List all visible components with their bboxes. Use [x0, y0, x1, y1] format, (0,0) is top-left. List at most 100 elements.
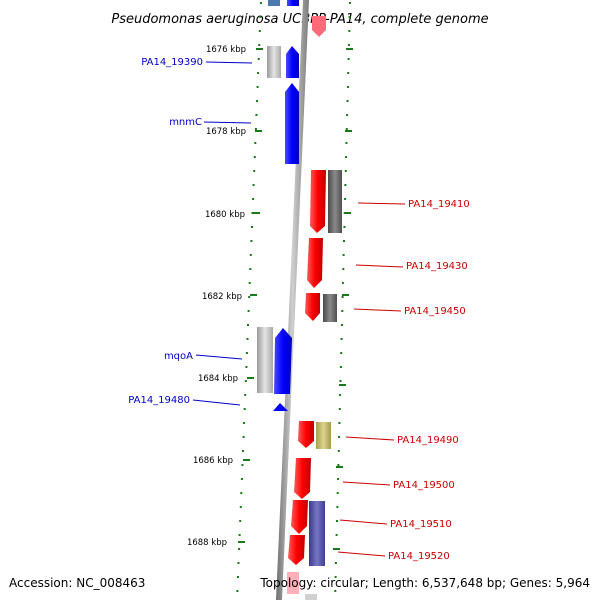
gene-arrow[interactable] — [294, 458, 311, 499]
gene-arrow[interactable] — [273, 403, 288, 411]
genome-title: Pseudomonas aeruginosa UCBPP-PA14, compl… — [111, 12, 488, 27]
ruler-dot — [246, 338, 249, 340]
ruler-dot — [247, 310, 250, 312]
gene-label-pa14-19390[interactable]: PA14_19390 — [141, 57, 203, 68]
ruler-tick — [256, 48, 263, 50]
gene-arrow[interactable] — [307, 238, 323, 288]
gene-label-mnmc[interactable]: mnmC — [169, 117, 202, 128]
ruler-dot — [243, 422, 246, 424]
gene-block — [316, 422, 331, 449]
ruler-dot — [346, 100, 349, 102]
label-leader — [192, 399, 241, 406]
ruler-dot — [250, 240, 253, 242]
ruler-dot — [338, 436, 341, 438]
ruler-dot — [251, 212, 254, 214]
ruler-dot — [252, 198, 255, 200]
gene-arrow[interactable] — [274, 328, 292, 394]
accession-text: Accession: NC_008463 — [9, 576, 145, 590]
gene-label-mqoa[interactable]: mqoA — [164, 351, 193, 362]
ruler-dot — [254, 128, 257, 130]
ruler-dot — [254, 142, 257, 144]
gene-label-pa14-19490[interactable]: PA14_19490 — [397, 435, 459, 446]
ruler-dot — [340, 324, 343, 326]
gene-label-pa14-19430[interactable]: PA14_19430 — [406, 261, 468, 272]
label-leader — [195, 354, 243, 360]
ruler-label: 1684 kbp — [198, 374, 238, 384]
ruler-dot — [251, 226, 253, 228]
ruler-dot — [242, 436, 245, 438]
gene-arrow[interactable] — [298, 421, 314, 448]
ruler-dot — [347, 44, 350, 46]
ruler-dot — [249, 268, 252, 270]
ruler-dot — [339, 380, 342, 382]
ruler-dot — [244, 394, 247, 396]
topology-text: Topology: circular; Length: 6,537,648 bp… — [259, 576, 590, 590]
ruler-tick — [345, 130, 352, 132]
gene-label-pa14-19410[interactable]: PA14_19410 — [408, 199, 470, 210]
ruler-dot — [343, 226, 346, 228]
ruler-dot — [237, 562, 240, 564]
ruler-dot — [345, 156, 348, 158]
gene-label-pa14-19520[interactable]: PA14_19520 — [388, 551, 450, 562]
ruler-dot — [237, 576, 239, 578]
gene-arrow[interactable] — [291, 500, 308, 534]
label-leader — [355, 264, 404, 268]
genome-backbone — [276, 0, 309, 600]
gene-arrow[interactable] — [310, 170, 326, 233]
ruler-dot — [338, 422, 341, 424]
ruler-dot — [344, 170, 347, 172]
ruler-tick — [250, 294, 257, 296]
ruler-tick — [243, 459, 250, 461]
ruler-dot — [337, 478, 340, 480]
ruler-dot — [258, 30, 261, 32]
ruler-dot — [245, 366, 248, 368]
ruler-dot — [336, 506, 339, 508]
label-leader — [205, 61, 253, 64]
ruler-tick — [342, 294, 349, 296]
ruler-dot — [334, 590, 337, 592]
ruler-dot — [340, 352, 343, 354]
ruler-tick — [255, 130, 262, 132]
ruler-dot — [335, 534, 338, 536]
gene-arrow[interactable] — [286, 46, 299, 78]
gene-arrow[interactable] — [288, 535, 305, 565]
ruler-dot — [242, 450, 244, 452]
gene-label-pa14-19510[interactable]: PA14_19510 — [390, 519, 452, 530]
ruler-tick — [253, 212, 260, 214]
ruler-tick — [247, 377, 254, 379]
ruler-label: 1688 kbp — [187, 538, 227, 548]
gene-label-pa14-19480[interactable]: PA14_19480 — [128, 395, 190, 406]
ruler-dot — [345, 128, 348, 130]
ruler-dot — [346, 114, 349, 116]
ruler-label: 1676 kbp — [206, 45, 246, 55]
ruler-dot — [337, 450, 340, 452]
ruler-dot — [344, 184, 347, 186]
ruler-dot — [244, 380, 247, 382]
gene-label-pa14-19500[interactable]: PA14_19500 — [393, 480, 455, 491]
gene-arrow[interactable] — [285, 83, 299, 164]
ruler-dot — [256, 100, 258, 102]
ruler-tick — [344, 212, 351, 214]
ruler-dot — [249, 254, 252, 256]
ruler-dot — [343, 240, 345, 242]
ruler-tick — [339, 384, 346, 386]
ruler-dot — [239, 506, 242, 508]
gene-arrow — [312, 16, 326, 37]
ruler-dot — [348, 2, 351, 4]
ruler-dot — [342, 254, 345, 256]
reverse-gene-labels: PA14_19410 PA14_19430 PA14_19450 PA14_19… — [388, 199, 470, 562]
ruler-dot — [253, 170, 256, 172]
ruler-dot — [337, 464, 340, 466]
gene-arrow[interactable] — [305, 293, 320, 321]
reverse-label-lines — [337, 202, 406, 557]
ruler-dot — [334, 576, 337, 578]
gene-label-pa14-19450[interactable]: PA14_19450 — [404, 306, 466, 317]
ruler-dot — [341, 296, 344, 298]
ruler-dot — [238, 534, 241, 536]
ruler-dot — [243, 408, 246, 410]
gene-block — [287, 572, 299, 594]
forward-strand-features — [257, 0, 299, 411]
label-leader — [357, 202, 406, 205]
ruler-dot — [340, 338, 343, 340]
